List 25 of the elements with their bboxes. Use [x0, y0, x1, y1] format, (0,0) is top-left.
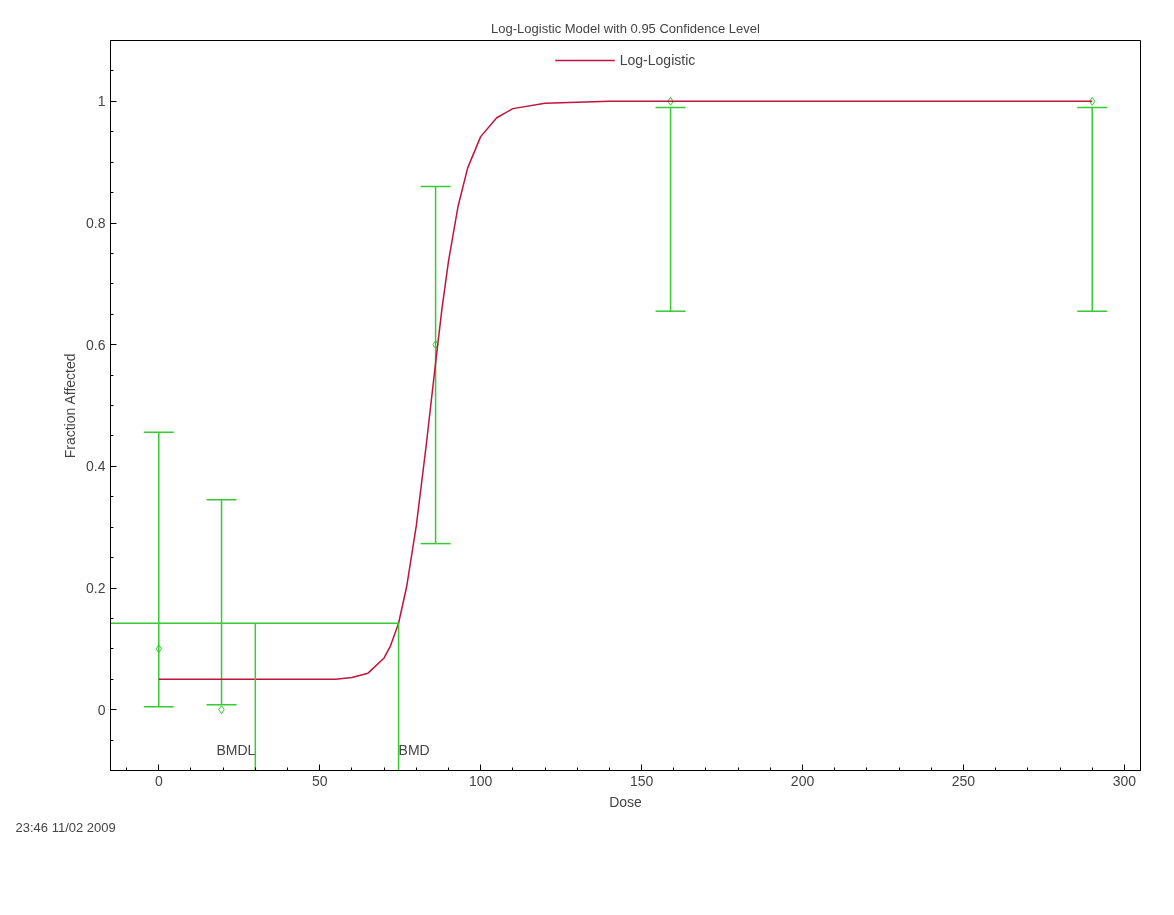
point: [667, 96, 674, 106]
legend-label: Log-Logistic: [619, 52, 696, 68]
x-tick-label: 100: [468, 772, 493, 789]
y-tick-label: 0.6: [86, 336, 106, 353]
x-tick-label: 150: [629, 772, 654, 789]
point: [432, 340, 439, 350]
x-tick-label: 0: [154, 772, 163, 789]
x-tick-label: 50: [311, 772, 328, 789]
point: [1089, 96, 1096, 106]
x-tick-label: 250: [951, 772, 976, 789]
ref-line-label: BMDL: [216, 742, 256, 759]
chart-title: Log-Logistic Model with 0.95 Confidence Level: [491, 20, 761, 36]
y-axis-title: Fraction Affected: [62, 353, 79, 459]
ref-line-label: BMD: [398, 742, 430, 759]
text: 23:46 11/02 2009: [15, 819, 116, 835]
x-tick-label: 300: [1112, 772, 1137, 789]
point: [155, 644, 162, 654]
y-tick-label: 0.2: [86, 580, 106, 596]
x-axis-title: Dose: [609, 793, 643, 810]
x-tick-label: 200: [790, 772, 815, 789]
point: [218, 705, 225, 715]
y-tick-label: 1: [97, 93, 106, 110]
y-tick-label: 0.4: [86, 458, 106, 475]
y-tick-label: 0.8: [86, 215, 106, 231]
y-tick-label: 0: [97, 701, 106, 718]
